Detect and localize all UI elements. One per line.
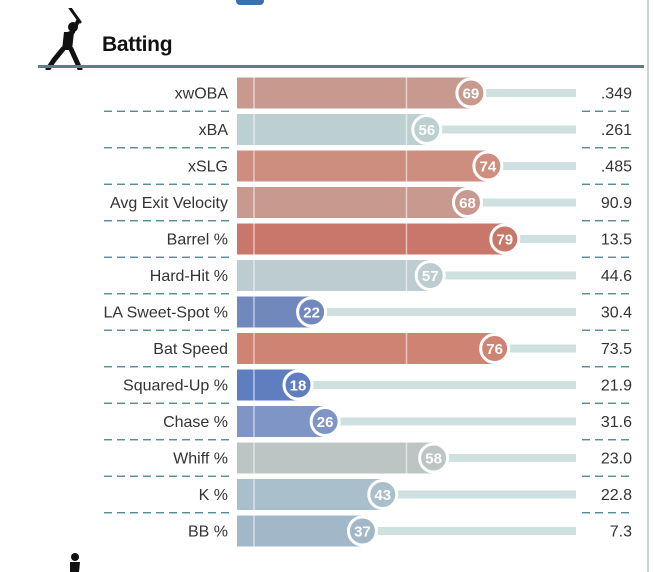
metric-value: 90.9 xyxy=(601,195,632,212)
metric-value: 21.9 xyxy=(601,378,632,395)
percentile-bar xyxy=(237,150,488,182)
track-line xyxy=(430,271,576,280)
metric-label: Squared-Up % xyxy=(123,378,228,395)
metric-value: .349 xyxy=(601,86,632,103)
percentile-circle xyxy=(367,479,399,510)
percentile-bar xyxy=(237,77,471,109)
percentile-label: 43 xyxy=(374,487,391,504)
metric-label: Hard-Hit % xyxy=(150,268,228,285)
percentile-circle xyxy=(346,515,378,547)
metric-value: 73.5 xyxy=(601,341,632,358)
metric-label: Barrel % xyxy=(167,232,228,249)
percentile-circle xyxy=(489,223,521,255)
percentile-label: 68 xyxy=(459,195,476,212)
top-edge-mark xyxy=(236,0,264,5)
percentile-label: 69 xyxy=(463,86,480,103)
metric-label: xSLG xyxy=(188,159,228,176)
metric-value: 31.6 xyxy=(601,414,632,431)
percentile-circle xyxy=(309,406,341,437)
metric-label: BB % xyxy=(188,524,228,541)
track-line xyxy=(467,198,576,207)
metric-value: 44.6 xyxy=(601,268,632,285)
percentile-label: 76 xyxy=(486,341,503,358)
track-line xyxy=(470,89,576,97)
percentile-bar xyxy=(237,187,468,218)
track-line xyxy=(298,381,576,389)
metric-label: xBA xyxy=(199,122,229,139)
track-line xyxy=(325,417,576,426)
metric-value: 30.4 xyxy=(601,305,632,322)
track-line xyxy=(433,454,576,462)
percentile-circle xyxy=(452,187,484,218)
header-rule xyxy=(38,65,644,68)
percentile-circle xyxy=(472,150,504,182)
metric-label: Avg Exit Velocity xyxy=(110,195,228,212)
metric-label: Bat Speed xyxy=(153,341,228,358)
percentile-label: 26 xyxy=(317,414,334,431)
metric-label: K % xyxy=(199,487,228,504)
frame-right-border xyxy=(647,0,649,572)
section-header: Batting xyxy=(40,8,644,70)
metric-label: Whiff % xyxy=(173,451,228,468)
percentile-circle xyxy=(414,260,446,291)
percentile-label: 58 xyxy=(425,451,442,468)
percentile-bar xyxy=(237,333,495,364)
percentile-label: 18 xyxy=(290,378,307,395)
percentile-bar xyxy=(237,260,431,291)
percentile-label: 57 xyxy=(422,268,439,285)
percentile-circle xyxy=(479,333,511,364)
pitcher-silhouette-icon xyxy=(70,553,80,572)
percentile-label: 37 xyxy=(354,524,371,541)
percentile-label: 22 xyxy=(303,305,320,322)
track-line xyxy=(311,308,576,316)
percentile-circle xyxy=(296,296,328,328)
metric-value: .485 xyxy=(601,159,632,176)
percentile-circle xyxy=(411,114,443,145)
percentile-bar xyxy=(237,515,363,547)
percentile-label: 74 xyxy=(480,159,497,176)
track-line xyxy=(362,527,576,535)
percentile-label: 56 xyxy=(418,122,435,139)
metric-label: Chase % xyxy=(163,414,228,431)
metric-label: LA Sweet-Spot % xyxy=(103,305,228,322)
metric-label: xwOBA xyxy=(175,86,229,103)
percentile-label: 79 xyxy=(496,232,513,249)
metric-value: 22.8 xyxy=(601,487,632,504)
track-line xyxy=(494,344,576,353)
track-line xyxy=(382,490,576,499)
metric-value: 7.3 xyxy=(610,524,632,541)
percentile-circle xyxy=(418,442,450,474)
metric-value: 13.5 xyxy=(601,232,632,249)
track-line xyxy=(487,162,576,170)
percentile-bar xyxy=(237,442,434,474)
track-line xyxy=(504,235,576,243)
metric-value: 23.0 xyxy=(601,451,632,468)
percentile-circle xyxy=(282,369,314,401)
percentile-circle xyxy=(455,77,487,109)
section-title: Batting xyxy=(102,33,173,56)
metric-value: .261 xyxy=(601,122,632,139)
percentile-bar xyxy=(237,114,427,145)
track-line xyxy=(426,125,576,134)
percentile-bar xyxy=(237,223,505,255)
percentile-bar xyxy=(237,479,383,510)
